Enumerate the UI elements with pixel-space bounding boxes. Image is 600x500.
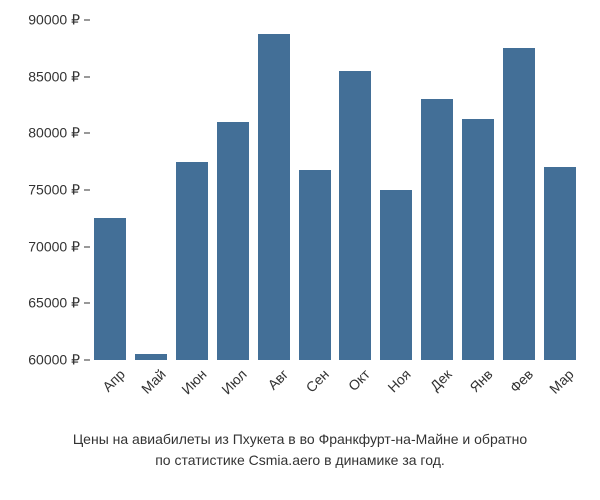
x-tick-label: Окт <box>345 366 373 394</box>
bar <box>299 170 331 360</box>
bar <box>503 48 535 360</box>
bar <box>380 190 412 360</box>
x-tick-label: Сен <box>302 366 331 395</box>
y-tick-label: 70000 ₽ <box>28 238 80 255</box>
bar <box>544 167 576 360</box>
x-axis: Апр Май Июн Июл Авг Сен Окт Ноя Дек Янв Фев Мар <box>90 360 580 420</box>
bar <box>258 34 290 360</box>
y-tick-label: 90000 ₽ <box>28 12 80 29</box>
x-tick-label: Май <box>138 366 169 397</box>
caption-line-2: по статистике Csmia.aero в динамике за г… <box>155 452 445 468</box>
bar <box>94 218 126 360</box>
price-chart: 60000 ₽ 65000 ₽ 70000 ₽ 75000 ₽ 80000 ₽ 85000… <box>0 0 600 500</box>
bar <box>421 99 453 360</box>
caption-line-1: Цены на авиабилеты из Пхукета в во Франк… <box>73 431 527 447</box>
x-tick-label: Авг <box>264 366 291 393</box>
x-tick-label: Янв <box>466 366 495 395</box>
x-tick-label: Апр <box>99 366 128 395</box>
y-tick-label: 75000 ₽ <box>28 182 80 199</box>
y-tick-label: 85000 ₽ <box>28 68 80 85</box>
y-tick-label: 60000 ₽ <box>28 352 80 369</box>
x-tick-label: Дек <box>427 366 455 394</box>
y-axis: 60000 ₽65000 ₽70000 ₽75000 ₽80000 ₽85000… <box>0 20 90 360</box>
x-tick-label: Фев <box>506 366 536 396</box>
y-tick-label: 80000 ₽ <box>28 125 80 142</box>
bar <box>217 122 249 360</box>
plot-area <box>90 20 580 360</box>
x-tick-label: Мар <box>546 366 577 397</box>
bars-container <box>90 20 580 360</box>
chart-caption: Цены на авиабилеты из Пхукета в во Франк… <box>0 429 600 470</box>
bar <box>339 71 371 360</box>
bar <box>462 119 494 360</box>
x-tick-label: Ноя <box>384 366 413 395</box>
y-tick-label: 65000 ₽ <box>28 295 80 312</box>
bar <box>176 162 208 360</box>
x-tick-label: Июл <box>219 366 250 397</box>
x-tick-label: Июн <box>178 366 209 397</box>
